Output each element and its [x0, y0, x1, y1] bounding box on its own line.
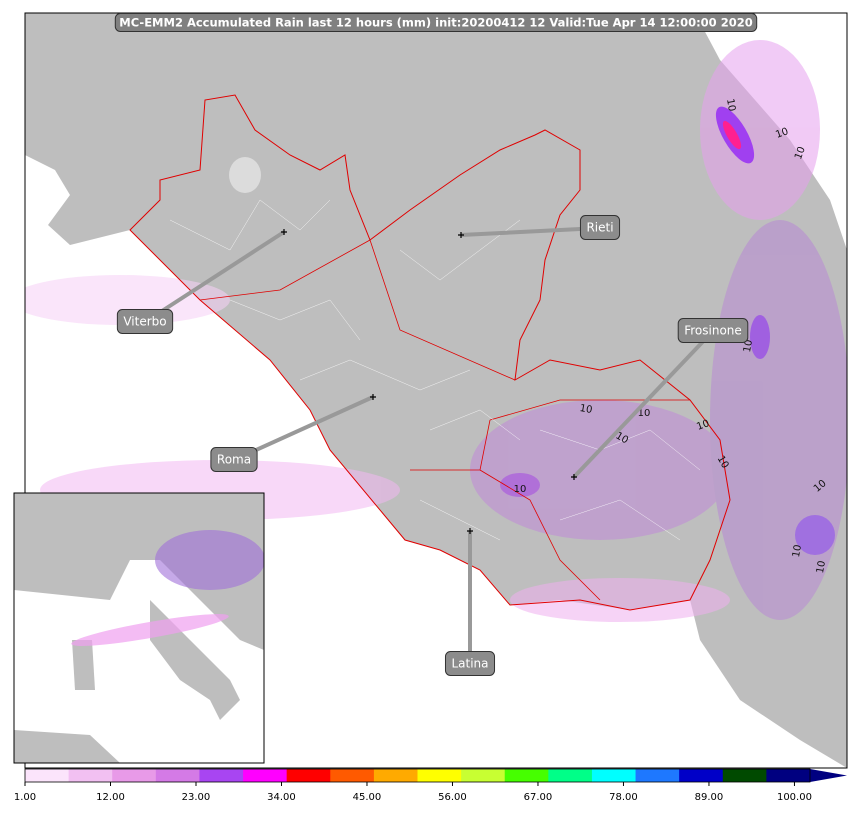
colorbar-tick-label: 1.00 [14, 792, 36, 803]
contour-label: 10 [793, 145, 808, 161]
city-label: Rieti [579, 215, 621, 240]
inset-map [13, 492, 265, 764]
lake [229, 157, 261, 193]
contour-label: 10 [742, 339, 755, 353]
contour-label: 10 [579, 403, 593, 416]
municipal-borders [169, 199, 701, 541]
inset-land [14, 730, 120, 763]
city-label-text: Roma [217, 453, 251, 467]
contour-label: 10 [774, 126, 790, 141]
colorbar-segment [286, 769, 331, 782]
city-label-text: Viterbo [123, 315, 166, 329]
inset-rain [155, 530, 264, 590]
city-label-box [116, 309, 174, 334]
inset-frame [13, 492, 265, 764]
leader-line [233, 395, 374, 462]
city-label: Frosinone [677, 318, 749, 343]
colorbar-segment [243, 769, 288, 782]
colorbar-segment [155, 769, 200, 782]
inset-land [72, 640, 95, 690]
rain-core [722, 120, 742, 150]
contour-label: 10 [638, 408, 651, 419]
province-border [199, 239, 690, 601]
colorbar-extension [810, 769, 847, 782]
colorbar-tick-label: 12.00 [96, 792, 125, 803]
rain-core [500, 473, 540, 497]
city-marker [458, 232, 464, 238]
colorbar-segment [548, 769, 593, 782]
colorbar-tick-label: 89.00 [695, 792, 724, 803]
colorbar-segment [766, 769, 811, 782]
city-label-text: Latina [451, 657, 488, 671]
map-title: MC-EMM2 Accumulated Rain last 12 hours (… [114, 13, 758, 32]
city-label-box [579, 215, 621, 240]
colorbar-segment [68, 769, 113, 782]
colorbar-frame [24, 768, 811, 783]
colorbar-segment [461, 769, 506, 782]
leader-line [460, 226, 601, 237]
city-marker [281, 229, 287, 235]
map-title-box [114, 13, 758, 32]
colorbar-tick-label: 67.00 [524, 792, 553, 803]
colorbar-tick-label: 100.00 [777, 792, 812, 803]
colorbar-segment [635, 769, 680, 782]
leader-line [572, 329, 715, 479]
city-label-box [677, 318, 749, 343]
colorbar-tick-label: 23.00 [182, 792, 211, 803]
colorbar-segment [679, 769, 724, 782]
city-label-box [210, 447, 258, 472]
contour-label: 10 [695, 418, 711, 433]
colorbar-segment [112, 769, 157, 782]
city-marker [571, 474, 577, 480]
map-title-text: MC-EMM2 Accumulated Rain last 12 hours (… [119, 16, 752, 30]
colorbar-segment [25, 769, 70, 782]
colorbar-segment [722, 769, 767, 782]
city-label: Viterbo [116, 309, 174, 334]
colorbar-segment [417, 769, 462, 782]
colorbar-segment [373, 769, 418, 782]
city-label-text: Rieti [586, 221, 613, 235]
contour-label: 10 [815, 560, 828, 574]
colorbar-tick-label: 78.00 [609, 792, 638, 803]
colorbar-segment [330, 769, 375, 782]
city-marker [467, 528, 473, 534]
contour-label: 10 [724, 98, 737, 112]
region-border [129, 94, 731, 611]
rain-core [750, 315, 770, 359]
contour-label: 10 [514, 484, 527, 495]
leader-line [143, 230, 286, 324]
city-marker [370, 394, 376, 400]
colorbar-segment [504, 769, 549, 782]
inset-rain [71, 614, 229, 646]
colorbar-tick-label: 56.00 [438, 792, 467, 803]
rain-core [795, 515, 835, 555]
colorbar: 1.00 12.00 23.00 34.00 45.00 56.00 67.00 78.00 8… [14, 768, 847, 803]
city-label: Roma [210, 447, 258, 472]
colorbar-segment [591, 769, 637, 782]
city-label-box [444, 651, 496, 676]
contour-label: 10 [791, 544, 804, 558]
colorbar-tick-label: 34.00 [267, 792, 296, 803]
colorbar-segment [199, 769, 244, 782]
colorbar-tick-label: 45.00 [353, 792, 382, 803]
city-label-text: Frosinone [684, 324, 742, 338]
city-label: Latina [444, 651, 496, 676]
